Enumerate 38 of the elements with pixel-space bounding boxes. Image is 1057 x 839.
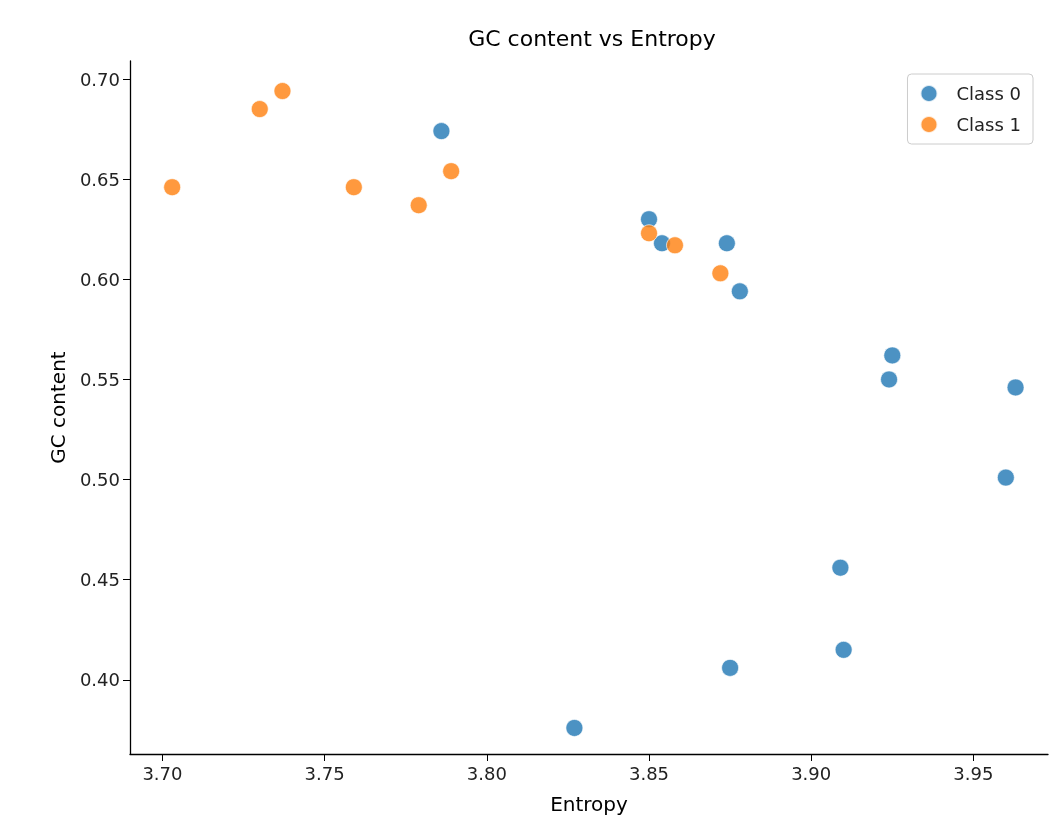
x-tick-label: 3.70 bbox=[142, 762, 183, 784]
point bbox=[565, 719, 584, 737]
point bbox=[163, 178, 182, 197]
point bbox=[1006, 378, 1025, 397]
point bbox=[409, 196, 428, 215]
point bbox=[730, 282, 749, 301]
y-tick-label: 0.55 bbox=[79, 368, 120, 390]
y-tick-label: 0.40 bbox=[79, 669, 120, 691]
point bbox=[721, 658, 740, 677]
point bbox=[250, 100, 269, 118]
point bbox=[996, 468, 1015, 487]
x-tick-label: 3.95 bbox=[953, 762, 994, 784]
y-tick-label: 0.65 bbox=[79, 168, 120, 190]
point bbox=[883, 346, 902, 365]
point bbox=[442, 162, 461, 181]
point bbox=[711, 264, 730, 283]
point bbox=[344, 178, 363, 197]
point bbox=[834, 640, 853, 659]
legend-label: Class 0 bbox=[956, 83, 1021, 104]
point bbox=[717, 234, 736, 253]
point bbox=[880, 370, 898, 389]
x-axis-title: Entropy bbox=[550, 792, 629, 816]
point bbox=[432, 122, 451, 140]
x-tick-label: 3.80 bbox=[466, 762, 507, 784]
y-tick-label: 0.60 bbox=[79, 268, 120, 290]
point bbox=[831, 558, 850, 577]
point bbox=[273, 82, 292, 100]
x-tick-label: 3.85 bbox=[628, 762, 670, 784]
chart-title: GC content vs Entropy bbox=[468, 25, 716, 51]
y-tick-label: 0.70 bbox=[79, 68, 120, 90]
y-axis-title: GC content bbox=[46, 351, 70, 464]
point bbox=[666, 236, 684, 255]
x-tick-label: 3.75 bbox=[304, 762, 345, 784]
point bbox=[640, 224, 658, 243]
legend-label: Class 1 bbox=[956, 114, 1021, 135]
y-tick-label: 0.45 bbox=[79, 569, 120, 591]
x-tick-label: 3.90 bbox=[791, 762, 832, 784]
y-tick-label: 0.50 bbox=[79, 469, 120, 491]
